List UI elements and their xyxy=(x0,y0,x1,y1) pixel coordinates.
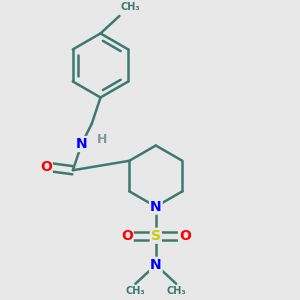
Text: O: O xyxy=(121,229,133,243)
Text: N: N xyxy=(150,200,162,214)
Text: CH₃: CH₃ xyxy=(126,286,145,296)
Text: N: N xyxy=(76,137,87,151)
Text: O: O xyxy=(40,160,52,174)
Text: H: H xyxy=(97,133,107,146)
Text: O: O xyxy=(179,229,191,243)
Text: CH₃: CH₃ xyxy=(121,2,140,13)
Text: N: N xyxy=(150,258,162,272)
Text: S: S xyxy=(151,229,161,243)
Text: CH₃: CH₃ xyxy=(167,286,186,296)
